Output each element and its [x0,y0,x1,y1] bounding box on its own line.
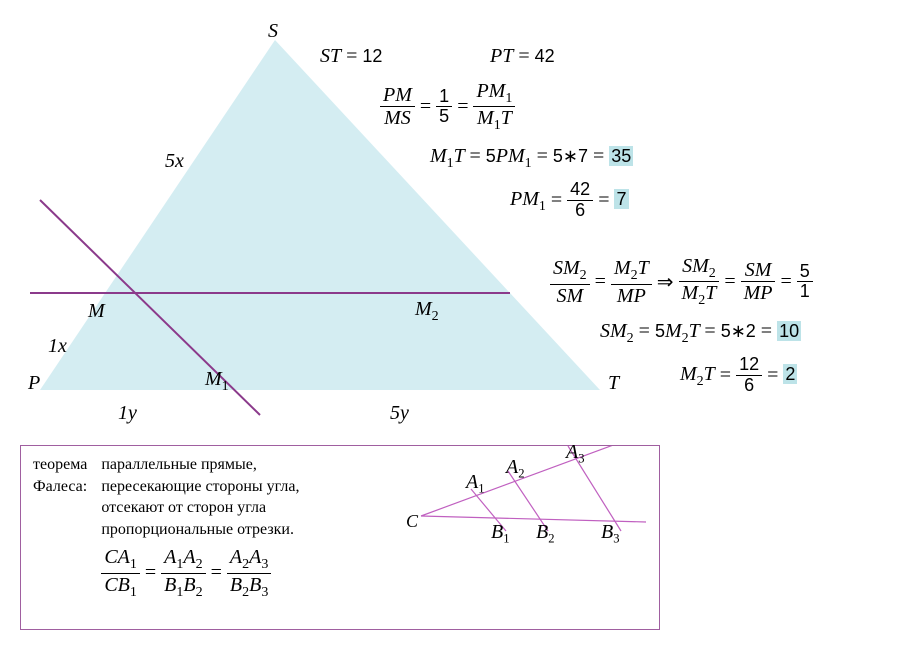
eq-ratio-PM-MS: PMMS = 15 = PM1M1T [380,80,515,134]
mini-C: C [406,511,418,532]
vertex-S-label: S [268,20,278,43]
answer-10: 10 [777,321,801,341]
mini-A3: A3 [566,441,585,467]
mini-B2: B2 [536,521,555,547]
edge-label-5x: 5x [165,150,184,173]
eq-SM2: SM2 = 5M2T = 5∗2 = 10 [600,320,801,347]
mini-A1: A1 [466,471,485,497]
mini-B3: B3 [601,521,620,547]
eq-ratio-SM2: SM2SM = M2TMP ⇒ SM2M2T = SMMP = 51 [550,255,813,309]
theorem-ratio: CA1CB1 = A1A2B1B2 = A2A3B2B3 [101,546,299,600]
edge-label-5y: 5y [390,402,409,425]
vertex-T-label: T [608,372,619,395]
eq-M2T: M2T = 126 = 2 [680,355,797,396]
point-M2-label: M2 [415,298,439,325]
mini-A2: A2 [506,456,525,482]
edge-label-1y: 1y [118,402,137,425]
eq-M1T: M1T = 5PM1 = 5∗7 = 35 [430,145,633,172]
main-triangle-diagram [10,10,630,440]
theorem-text-1: параллельные прямые, [101,454,299,476]
given-PT: PT = 42 [490,45,555,68]
page-container: P S T M M1 M2 5x 1x 1y 5y ST = 12 PT = 4… [10,10,903,644]
vertex-P-label: P [28,372,40,395]
mini-B1: B1 [491,521,510,547]
answer-7: 7 [614,189,628,209]
eq-PM1: PM1 = 426 = 7 [510,180,629,221]
theorem-text-3: отсекают от сторон угла [101,497,299,519]
theorem-text-2: пересекающие стороны угла, [101,476,299,498]
answer-2: 2 [783,364,797,384]
thales-theorem-box: теорема Фалеса: параллельные прямые, пер… [20,445,660,630]
point-M1-label: M1 [205,368,229,395]
given-ST: ST = 12 [320,45,382,68]
theorem-title-1: теорема [33,454,87,476]
theorem-title-2: Фалеса: [33,476,87,498]
answer-35: 35 [609,146,633,166]
point-M-label: M [88,300,105,323]
theorem-text-4: пропорциональные отрезки. [101,519,299,541]
edge-label-1x: 1x [48,335,67,358]
